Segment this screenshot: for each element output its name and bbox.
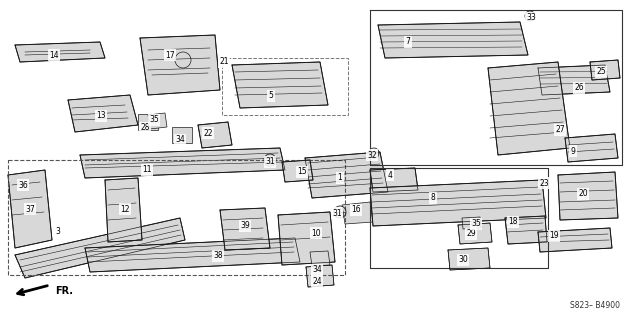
Text: S823– B4900: S823– B4900 (570, 301, 620, 310)
Text: 30: 30 (458, 255, 468, 265)
Polygon shape (462, 217, 481, 229)
Text: 36: 36 (18, 180, 28, 189)
Polygon shape (590, 60, 620, 80)
Text: 24: 24 (312, 276, 322, 285)
Text: 15: 15 (297, 167, 307, 177)
Text: 10: 10 (311, 228, 321, 237)
Polygon shape (370, 180, 546, 226)
Text: 38: 38 (213, 252, 223, 260)
Polygon shape (310, 251, 330, 266)
Polygon shape (488, 62, 570, 155)
Polygon shape (282, 160, 313, 182)
Polygon shape (220, 208, 270, 250)
Polygon shape (538, 228, 612, 252)
Text: 4: 4 (387, 171, 392, 180)
Text: 37: 37 (25, 204, 35, 213)
Polygon shape (15, 218, 185, 278)
Polygon shape (198, 122, 232, 148)
Text: 20: 20 (578, 189, 588, 198)
Text: 23: 23 (539, 179, 549, 188)
Text: 14: 14 (49, 51, 59, 60)
Text: 7: 7 (406, 37, 411, 46)
Polygon shape (85, 238, 300, 272)
Polygon shape (140, 35, 220, 95)
Polygon shape (80, 148, 285, 178)
Text: 35: 35 (471, 220, 481, 228)
Text: 39: 39 (240, 221, 250, 230)
Text: 13: 13 (96, 111, 106, 121)
Polygon shape (138, 114, 158, 130)
Text: 27: 27 (555, 125, 565, 134)
Polygon shape (538, 65, 610, 95)
Text: 34: 34 (175, 135, 185, 145)
Polygon shape (370, 168, 418, 192)
Polygon shape (378, 22, 528, 58)
Text: 11: 11 (143, 165, 152, 174)
Polygon shape (278, 212, 335, 265)
Polygon shape (448, 248, 490, 270)
Polygon shape (15, 42, 105, 62)
Text: 9: 9 (571, 147, 575, 156)
Polygon shape (172, 127, 192, 143)
Polygon shape (565, 134, 618, 162)
Text: 28: 28 (140, 124, 149, 132)
Polygon shape (8, 170, 52, 248)
Polygon shape (68, 95, 138, 132)
Text: 17: 17 (165, 51, 175, 60)
Text: 22: 22 (203, 129, 213, 138)
Polygon shape (305, 152, 388, 198)
Text: 33: 33 (526, 13, 536, 22)
Text: FR.: FR. (55, 286, 73, 296)
Text: 31: 31 (265, 157, 275, 166)
Text: 16: 16 (351, 205, 361, 214)
Text: 18: 18 (508, 218, 517, 227)
Polygon shape (232, 62, 328, 108)
Text: 34: 34 (312, 266, 322, 275)
Polygon shape (148, 113, 167, 129)
Text: 8: 8 (431, 194, 435, 203)
Text: 5: 5 (269, 92, 273, 100)
Polygon shape (558, 172, 618, 220)
Text: 29: 29 (466, 229, 476, 238)
Text: 32: 32 (367, 150, 377, 159)
Text: 1: 1 (338, 173, 342, 182)
Polygon shape (342, 202, 373, 224)
Text: 25: 25 (596, 68, 606, 76)
Text: 19: 19 (550, 231, 559, 241)
Polygon shape (458, 223, 492, 244)
Text: 26: 26 (574, 84, 584, 92)
Polygon shape (306, 265, 334, 287)
Polygon shape (105, 178, 142, 242)
Polygon shape (505, 216, 547, 244)
Text: 31: 31 (332, 209, 342, 218)
Text: 3: 3 (55, 228, 60, 236)
Text: 12: 12 (120, 204, 130, 213)
Text: 35: 35 (149, 116, 159, 124)
Text: 21: 21 (219, 58, 229, 67)
